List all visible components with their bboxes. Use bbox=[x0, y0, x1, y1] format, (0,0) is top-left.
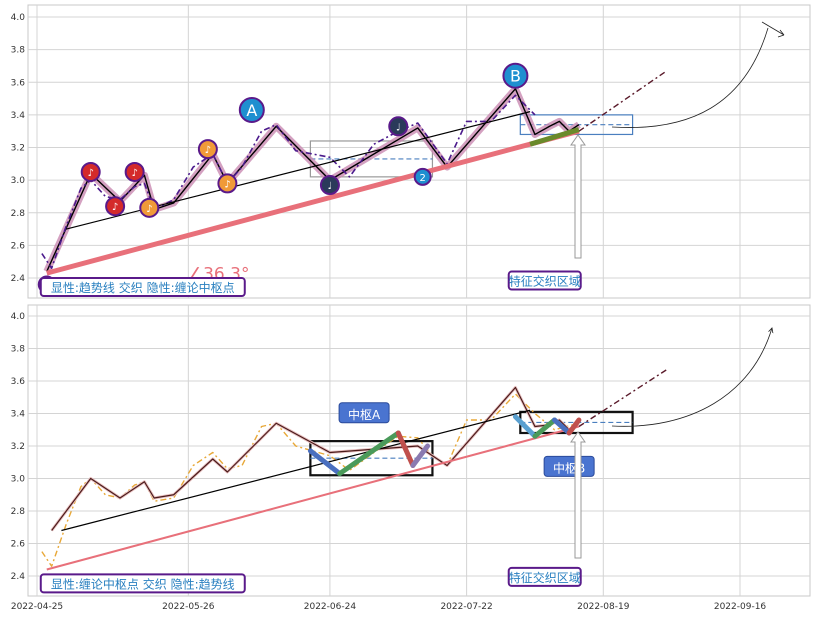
center-callout-label: 中枢A bbox=[348, 407, 381, 422]
curved-arrow-bottom bbox=[611, 328, 772, 427]
y-tick-label: 3.8 bbox=[11, 46, 26, 56]
pivot-marker-label: ♪ bbox=[146, 204, 152, 215]
series-stroke-dashed bbox=[41, 94, 536, 270]
pivot-marker-label: ♩ bbox=[396, 122, 401, 133]
center-stroke-segment bbox=[512, 414, 538, 439]
note-label: 显性:缠论中枢点 交织 隐性:趋势线 bbox=[51, 576, 235, 591]
pivot-marker-label: B bbox=[510, 67, 521, 86]
y-tick-label: 3.4 bbox=[11, 410, 26, 420]
pivot-marker-label: 2 bbox=[419, 173, 425, 184]
pivot-marker bbox=[238, 96, 265, 123]
series-projection bbox=[578, 70, 668, 132]
pivot-marker bbox=[105, 196, 126, 217]
y-tick-label: 3.4 bbox=[11, 111, 26, 121]
series-center-segment bbox=[529, 127, 580, 147]
pivot-marker-label: ♪ bbox=[131, 168, 137, 179]
plot-frame bbox=[27, 4, 811, 299]
pivot-marker bbox=[413, 167, 432, 186]
series-trend-line bbox=[46, 425, 580, 571]
y-tick-label: 3.2 bbox=[11, 442, 25, 452]
series-projection bbox=[578, 369, 668, 428]
top-panel: 2.42.62.83.03.23.43.63.84.0♪♪♪♪♪♪A♩♩2B∠3… bbox=[11, 4, 811, 299]
pivot-marker bbox=[502, 62, 529, 89]
note-label: 特征交织区域 bbox=[509, 274, 581, 289]
curved-arrow-top bbox=[611, 27, 769, 128]
x-tick-label: 2022-06-24 bbox=[304, 602, 357, 612]
series-price-zigzag bbox=[51, 386, 580, 531]
x-tick-label: 2022-04-25 bbox=[11, 602, 63, 612]
bottom-panel: 2.4 2.6 2.8 3.0 3.2 3.4 3.6 3.8 4.0 2022-04-25 202… bbox=[11, 304, 811, 612]
note-box bbox=[507, 270, 582, 291]
center-stroke-segment bbox=[410, 443, 431, 468]
y-tick-label: 2.4 bbox=[11, 274, 26, 284]
plot-frame bbox=[27, 304, 811, 597]
y-tick-label: 3.0 bbox=[11, 176, 26, 186]
pivot-marker-label: ♪ bbox=[88, 168, 94, 179]
note-label: 显性:趋势线 交织 隐性:缠论中枢点 bbox=[51, 280, 235, 295]
pivot-marker bbox=[80, 161, 101, 182]
y-tick-label: 2.6 bbox=[11, 540, 26, 550]
series-trend-line bbox=[46, 128, 580, 276]
center-callout-box bbox=[543, 455, 595, 477]
center-stroke-segment bbox=[532, 417, 557, 439]
hollow-arrow-top bbox=[570, 134, 586, 259]
pivot-marker bbox=[197, 139, 218, 160]
pivot-marker-label: ♪ bbox=[112, 202, 118, 213]
pivot-marker bbox=[388, 116, 409, 137]
x-tick-label: 2022-08-19 bbox=[577, 602, 630, 612]
y-tick-label: 3.2 bbox=[11, 144, 25, 154]
center-stroke-segment bbox=[551, 417, 572, 436]
center-stroke-segment bbox=[337, 430, 401, 477]
center-stroke-segment bbox=[307, 448, 343, 477]
y-tick-label: 2.4 bbox=[11, 572, 26, 582]
pivot-marker-label: A bbox=[246, 101, 257, 120]
arrow-head-top bbox=[761, 21, 785, 38]
series-halo bbox=[50, 386, 580, 532]
x-tick-label: 2022-05-26 bbox=[162, 602, 215, 612]
y-tick-label: 2.8 bbox=[11, 209, 26, 219]
note-box bbox=[507, 566, 582, 587]
y-tick-label: 2.6 bbox=[11, 241, 26, 251]
hollow-arrow-bottom bbox=[570, 431, 586, 559]
x-tick-label: 2022-07-22 bbox=[440, 602, 492, 612]
pivot-marker bbox=[124, 161, 145, 182]
y-tick-label: 2.8 bbox=[11, 507, 26, 517]
y-tick-label: 3.0 bbox=[11, 475, 26, 485]
y-tick-label: 3.8 bbox=[11, 345, 26, 355]
center-callout-box bbox=[338, 402, 390, 424]
center-stroke-segment bbox=[395, 430, 416, 468]
pivot-marker-label: ♪ bbox=[224, 179, 230, 190]
series-thin-trend bbox=[61, 409, 531, 532]
center-stroke-segment bbox=[566, 417, 582, 436]
y-tick-label: 3.6 bbox=[11, 377, 26, 387]
series-stroke-orange bbox=[41, 393, 580, 567]
pivot-marker-label: ♩ bbox=[328, 181, 333, 192]
note-box bbox=[39, 277, 246, 298]
note-label: 特征交织区域 bbox=[509, 570, 581, 585]
note-box bbox=[39, 573, 246, 594]
y-tick-label: 4.0 bbox=[11, 13, 26, 23]
pivot-marker bbox=[319, 175, 340, 196]
pivot-marker bbox=[217, 173, 238, 194]
y-tick-label: 4.0 bbox=[11, 312, 26, 322]
x-tick-label: 2022-09-16 bbox=[714, 602, 767, 612]
y-tick-label: 3.6 bbox=[11, 78, 26, 88]
pivot-marker bbox=[139, 197, 160, 218]
pivot-marker-label: ♪ bbox=[205, 145, 211, 156]
